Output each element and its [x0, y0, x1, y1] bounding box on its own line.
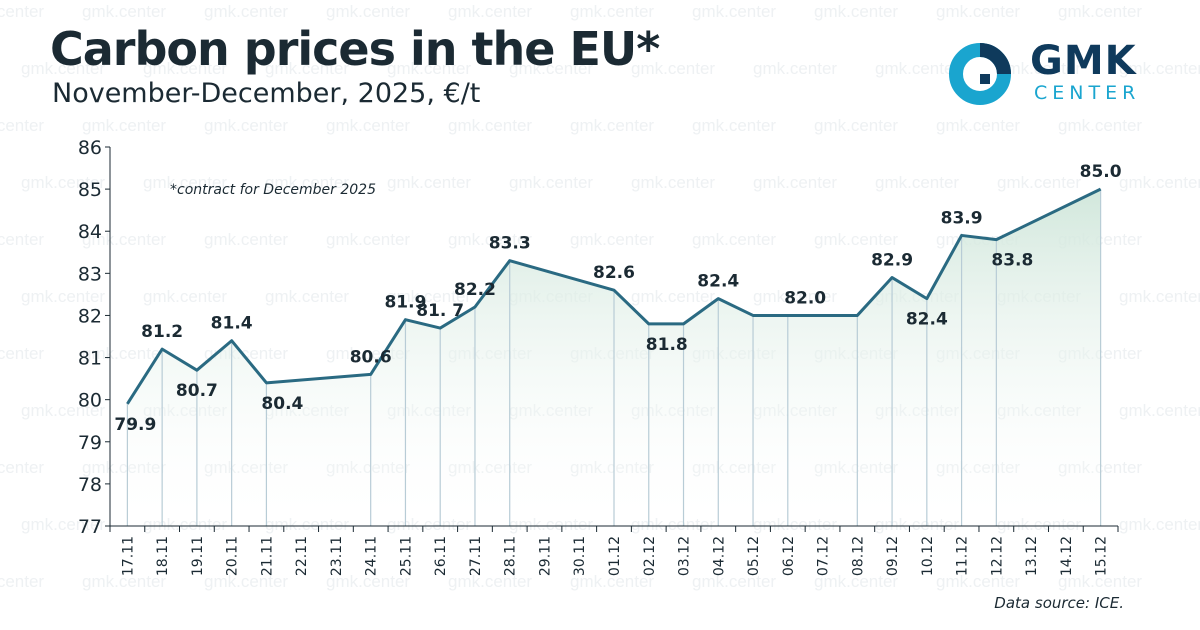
chart-subtitle: November-December, 2025, €/t — [52, 78, 481, 109]
chart-annotation: *contract for December 2025 — [170, 182, 376, 198]
x-tick-label: 10.12 — [920, 536, 936, 576]
x-tick-label: 18.11 — [155, 536, 171, 576]
data-label: 83.3 — [489, 234, 531, 254]
x-tick-label: 22.11 — [294, 536, 310, 576]
y-tick-label: 83 — [78, 263, 102, 285]
data-label: 83.9 — [941, 208, 983, 228]
x-tick-label: 05.12 — [746, 536, 762, 576]
y-tick-label: 81 — [78, 348, 102, 370]
x-tick-label: 19.11 — [190, 536, 206, 576]
x-tick-label: 08.12 — [850, 536, 866, 576]
x-tick-label: 06.12 — [781, 536, 797, 576]
x-tick-label: 03.12 — [677, 536, 693, 576]
y-tick-label: 85 — [78, 179, 102, 201]
x-tick-label: 14.12 — [1059, 536, 1075, 576]
x-tick-label: 04.12 — [711, 536, 727, 576]
x-tick-label: 25.11 — [398, 536, 414, 576]
x-tick-label: 28.11 — [503, 536, 519, 576]
x-tick-label: 15.12 — [1094, 536, 1110, 576]
data-label: 81. 7 — [416, 301, 464, 321]
x-tick-label: 21.11 — [259, 536, 275, 576]
data-label: 82.4 — [697, 272, 739, 292]
x-tick-label: 09.12 — [885, 536, 901, 576]
chart-title: Carbon prices in the EU* — [50, 22, 660, 76]
x-tick-label: 20.11 — [225, 536, 241, 576]
data-label: 80.6 — [350, 347, 392, 367]
y-tick-label: 86 — [78, 137, 102, 159]
gmk-logo: GMK CENTER — [948, 38, 1168, 110]
y-tick-label: 77 — [78, 516, 102, 538]
y-tick-label: 79 — [78, 432, 102, 454]
data-label: 85.0 — [1080, 162, 1122, 182]
y-tick-label: 78 — [78, 474, 102, 496]
data-label: 81.2 — [141, 322, 183, 342]
x-tick-label: 02.12 — [642, 536, 658, 576]
y-tick-label: 82 — [78, 305, 102, 327]
y-tick-label: 84 — [78, 221, 102, 243]
x-tick-label: 17.11 — [120, 536, 136, 576]
logo-ring-icon — [949, 43, 1011, 105]
data-label: 83.8 — [991, 251, 1033, 271]
logo-wordmark: GMK — [1030, 38, 1137, 84]
data-source-note: Data source: ICE. — [994, 594, 1124, 612]
x-tick-label: 13.12 — [1024, 536, 1040, 576]
logo-subtext: CENTER — [1034, 82, 1141, 104]
data-label: 79.9 — [114, 415, 156, 435]
data-label: 81.8 — [646, 335, 688, 355]
x-tick-label: 12.12 — [989, 536, 1005, 576]
data-label: 80.7 — [176, 381, 218, 401]
data-label: 82.0 — [784, 288, 826, 308]
x-tick-label: 26.11 — [433, 536, 449, 576]
x-tick-label: 01.12 — [607, 536, 623, 576]
x-tick-label: 24.11 — [364, 536, 380, 576]
y-tick-label: 80 — [78, 390, 102, 412]
data-label: 81.9 — [384, 293, 426, 313]
data-label: 82.2 — [454, 280, 496, 300]
data-label: 80.4 — [261, 394, 303, 414]
x-tick-label: 30.11 — [572, 536, 588, 576]
data-label: 81.4 — [211, 314, 253, 334]
data-label: 82.4 — [906, 310, 948, 330]
x-tick-label: 27.11 — [468, 536, 484, 576]
x-tick-label: 07.12 — [816, 536, 832, 576]
x-tick-label: 29.11 — [537, 536, 553, 576]
data-label: 82.9 — [871, 251, 913, 271]
x-tick-label: 11.12 — [955, 536, 971, 576]
series-line — [126, 187, 1102, 405]
data-label: 82.6 — [593, 263, 635, 283]
x-tick-label: 23.11 — [329, 536, 345, 576]
